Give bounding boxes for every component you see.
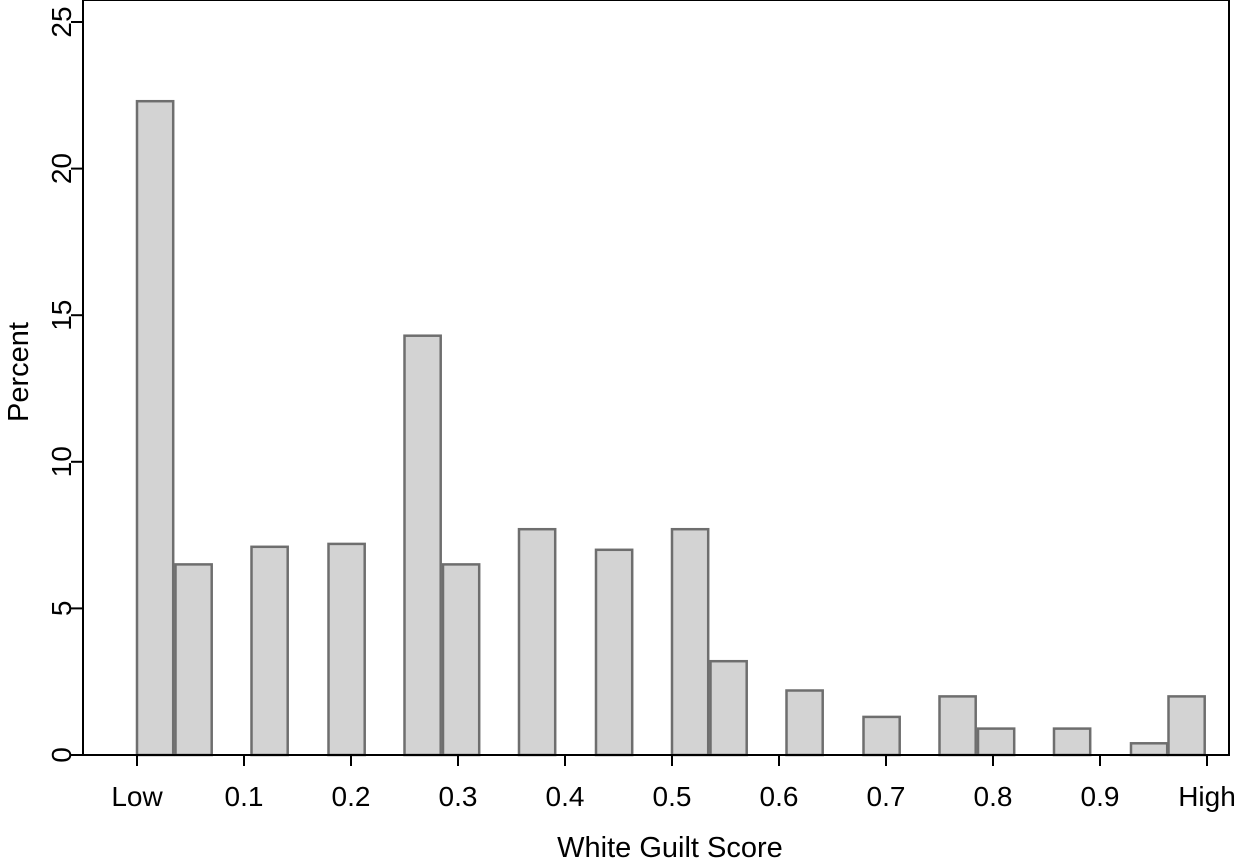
bar-4	[403, 334, 442, 757]
bar-7	[594, 548, 634, 757]
bar-12	[938, 695, 977, 757]
x-tick-label-2: 0.2	[332, 781, 371, 812]
x-tick-label-4: 0.4	[546, 781, 585, 812]
bar-2	[250, 545, 289, 757]
x-tick-label-10: High	[1178, 781, 1236, 812]
y-axis: 0 5 10 15 20 25	[46, 6, 83, 763]
bar-14	[1052, 727, 1092, 757]
x-tick-label-6: 0.6	[760, 781, 799, 812]
x-axis: Low 0.1 0.2 0.3 0.4 0.5 0.6 0.7 0.8 0.9 High	[111, 755, 1236, 812]
x-tick-label-9: 0.9	[1081, 781, 1120, 812]
bar-8	[670, 527, 710, 757]
bar-11	[862, 715, 901, 757]
bar-16	[1167, 695, 1206, 757]
y-tick-label-3: 15	[46, 300, 77, 331]
x-tick-label-5: 0.5	[653, 781, 692, 812]
x-axis-title: White Guilt Score	[557, 832, 783, 864]
y-tick-label-2: 10	[46, 446, 77, 477]
bar-10	[785, 689, 824, 757]
bar-1	[174, 563, 213, 757]
y-axis-title: Percent	[3, 322, 35, 422]
y-tick-label-4: 20	[46, 153, 77, 184]
bar-3	[327, 542, 366, 757]
y-tick-label-0: 0	[46, 747, 77, 763]
bar-5	[441, 563, 481, 757]
y-tick-label-5: 25	[46, 6, 77, 37]
bar-13	[976, 727, 1016, 757]
bars-layer	[83, 99, 1229, 757]
bar-0	[135, 99, 175, 757]
bar-15	[1129, 742, 1169, 757]
x-tick-label-7: 0.7	[867, 781, 906, 812]
x-tick-label-8: 0.8	[974, 781, 1013, 812]
bar-9	[709, 659, 748, 757]
x-tick-label-0: Low	[111, 781, 163, 812]
x-tick-label-1: 0.1	[225, 781, 264, 812]
y-tick-label-1: 5	[46, 601, 77, 617]
bar-6	[517, 527, 557, 757]
x-tick-label-3: 0.3	[439, 781, 478, 812]
